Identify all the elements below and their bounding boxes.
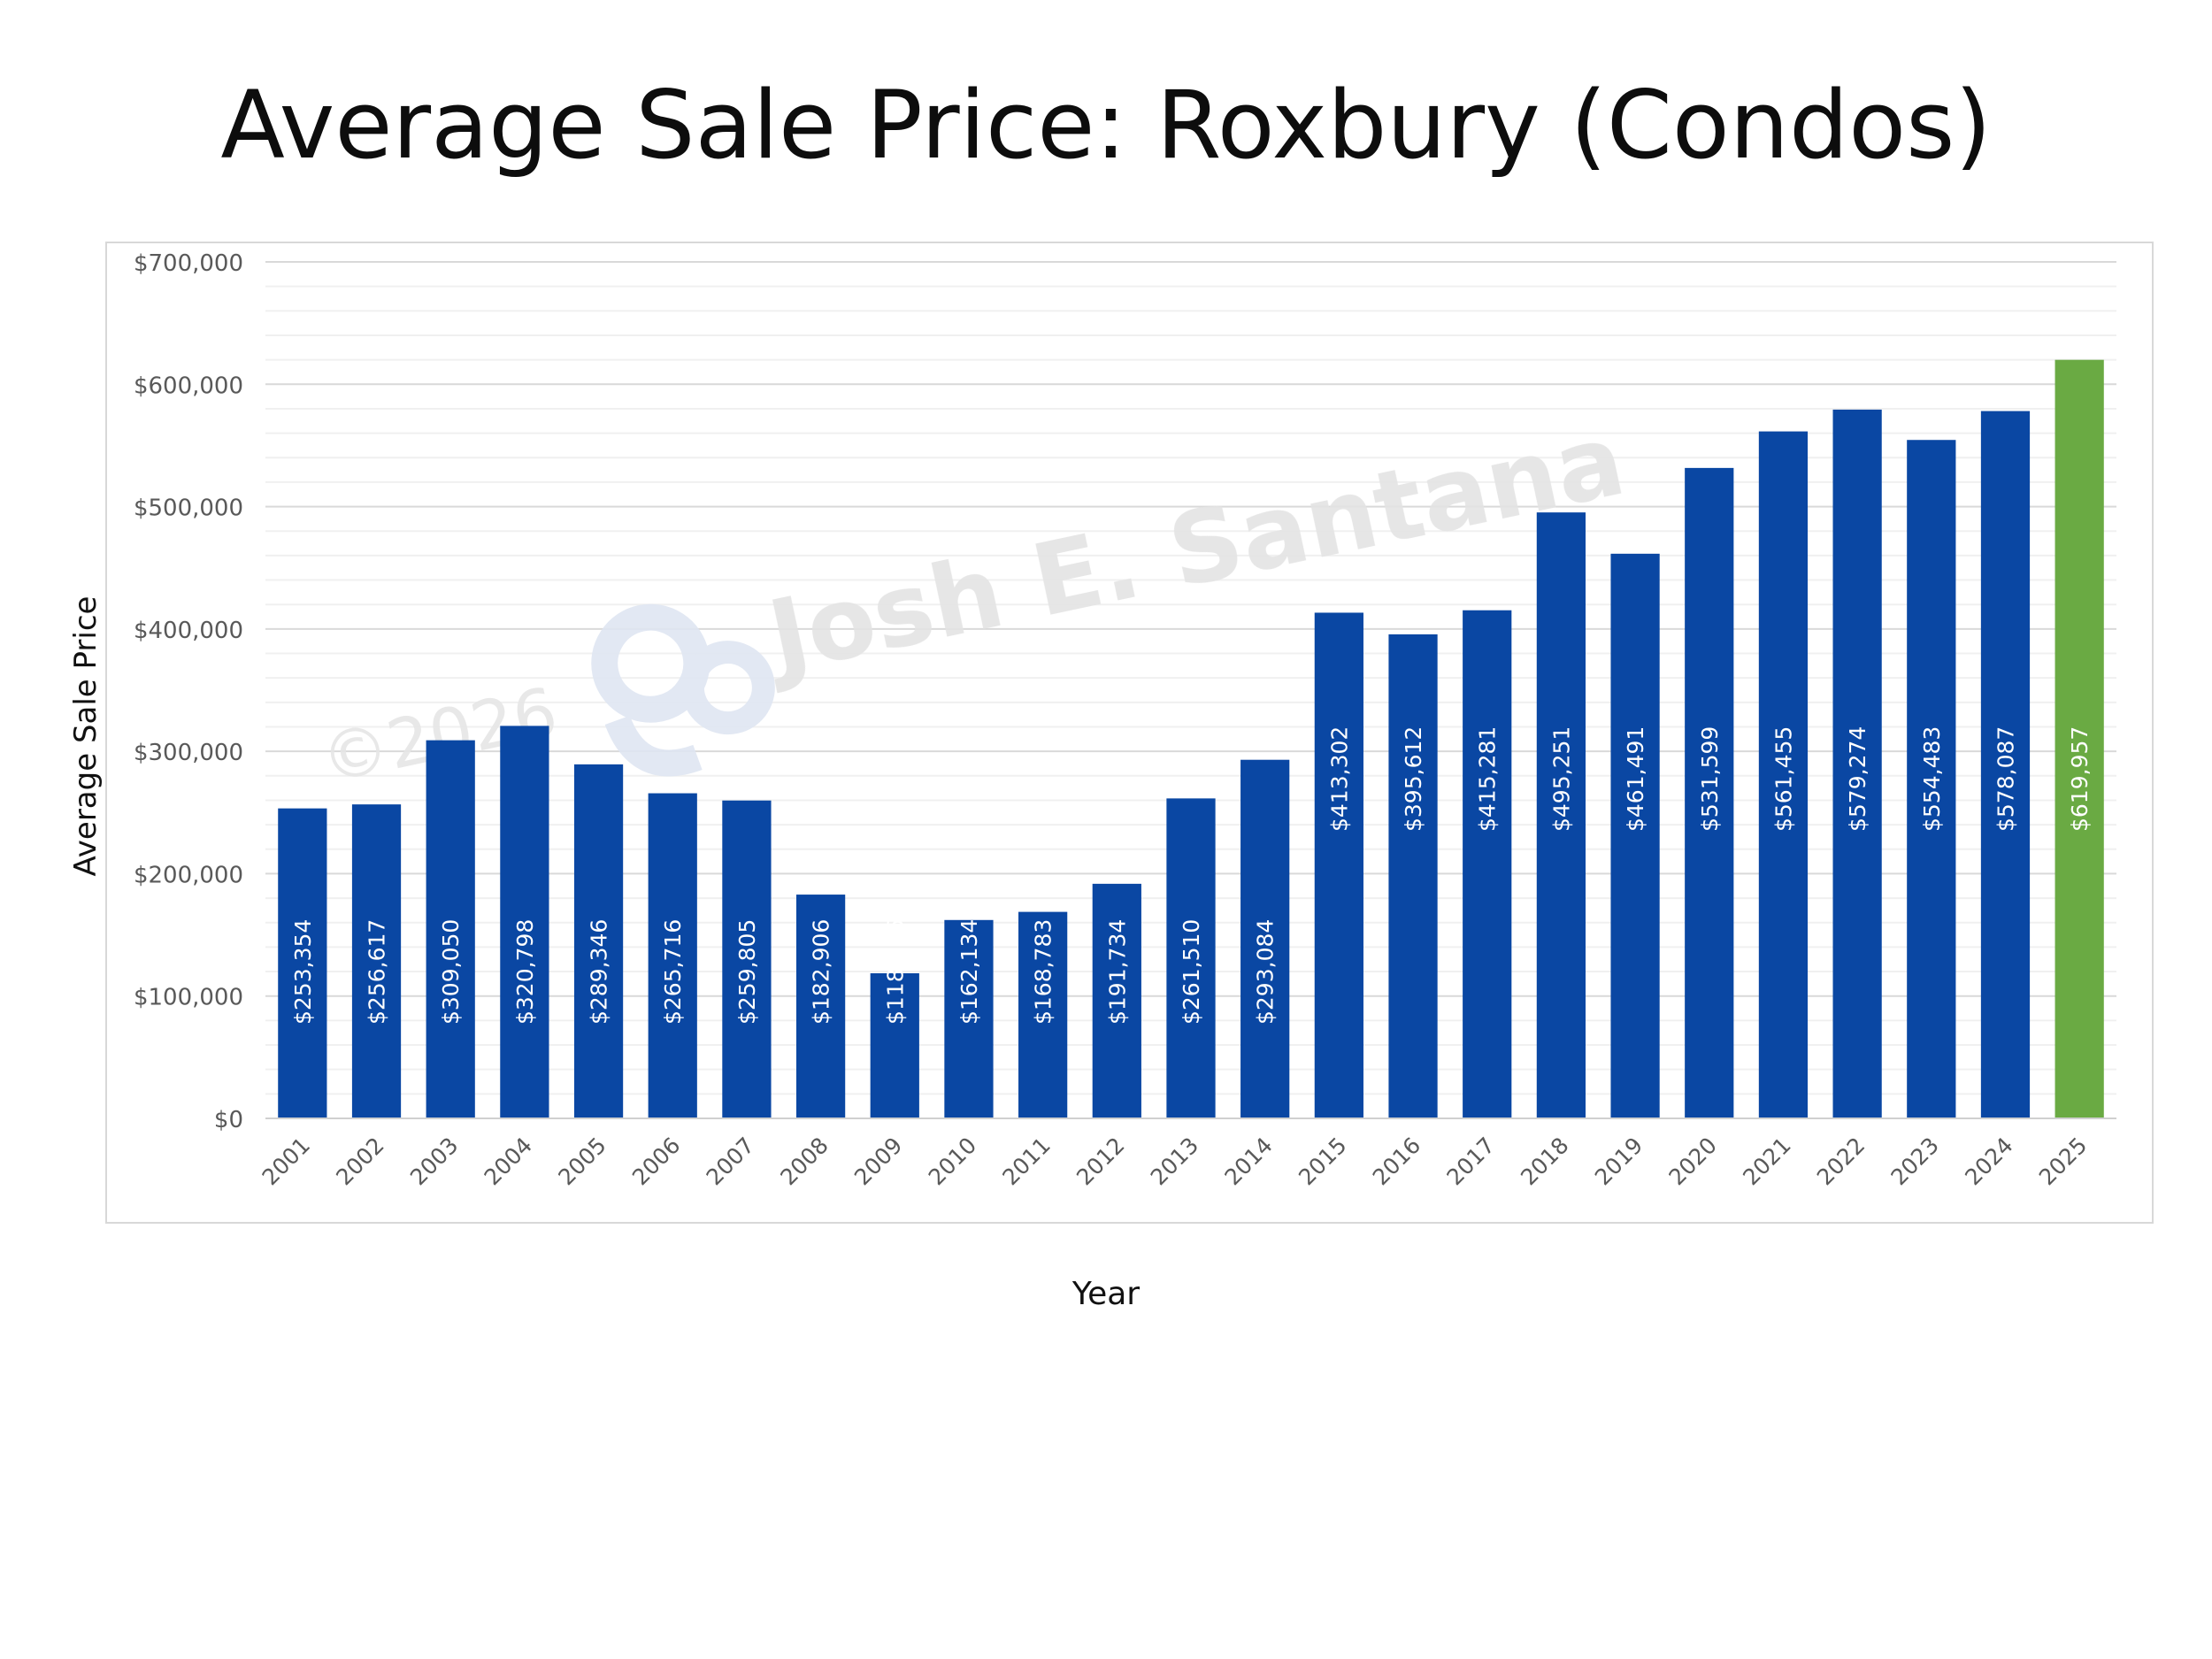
y-axis-ticks: $0 $100,000 $200,000 $300,000 $400,000 $500,0…: [134, 250, 243, 1133]
bar-value-label: $415,281: [1475, 726, 1501, 832]
bar-value-label: $579,274: [1845, 726, 1870, 832]
bar-value-label: $320,798: [512, 919, 538, 1025]
bar: [1166, 798, 1216, 1118]
y-axis-title: Average Sale Price: [68, 596, 104, 877]
bar-value-label: $531,599: [1697, 726, 1723, 832]
bar: [1388, 634, 1438, 1118]
bar: [1832, 409, 1882, 1119]
bar: [722, 800, 772, 1118]
bar-value-label: $265,716: [660, 919, 686, 1025]
bar-value-label: $289,346: [587, 919, 612, 1025]
bars: [278, 359, 2104, 1119]
bar-value-label: $168,783: [1031, 919, 1056, 1025]
bar-value-label: $261,510: [1179, 919, 1204, 1025]
bar: [648, 793, 697, 1118]
bar-value-label: $461,491: [1623, 726, 1648, 832]
bar: [1536, 512, 1586, 1118]
bar-value-label: $554,483: [1919, 726, 1945, 832]
y-tick-label: $700,000: [134, 250, 243, 277]
bar-value-label: $413,302: [1326, 726, 1352, 832]
bar: [1240, 759, 1290, 1118]
bar: [1758, 431, 1809, 1118]
bar: [278, 808, 327, 1118]
y-tick-label: $400,000: [134, 618, 243, 644]
bar: [426, 740, 475, 1118]
bar: [573, 764, 624, 1118]
bar-value-label: $309,050: [438, 919, 464, 1025]
bar: [1980, 411, 2031, 1118]
bar-value-label: $253,354: [290, 919, 316, 1025]
bar-value-label: $495,251: [1548, 726, 1574, 832]
bar: [870, 972, 919, 1118]
y-tick-label: $500,000: [134, 495, 243, 522]
bar-value-label: $619,957: [2067, 726, 2093, 832]
watermark-logo-icon: [591, 603, 775, 777]
bar: [1685, 467, 1734, 1118]
y-tick-label: $0: [214, 1107, 243, 1133]
chart-title: Average Sale Price: Roxbury (Condos): [220, 71, 1992, 180]
bar-value-label: $293,084: [1253, 919, 1279, 1025]
bar-value-label: $395,612: [1401, 726, 1426, 832]
bar: [1018, 911, 1068, 1118]
bar: [1314, 612, 1363, 1118]
bar: [1610, 553, 1660, 1118]
y-tick-label: $200,000: [134, 862, 243, 888]
bar: [1092, 883, 1141, 1118]
x-axis-title: Year: [1071, 1276, 1141, 1312]
bar: [2055, 359, 2104, 1118]
bar-value-label: $578,087: [1993, 726, 2018, 832]
bar-value-label: $561,455: [1770, 726, 1796, 832]
bar: [500, 726, 549, 1118]
bar-value-label: $182,906: [809, 919, 834, 1025]
bar-value-labels: $253,354 $256,617 $309,050 $320,798 $289,346…: [290, 726, 2093, 1025]
bar-value-label: $259,805: [734, 919, 760, 1025]
bar-value-label: $191,734: [1104, 919, 1130, 1025]
bar: [795, 895, 846, 1118]
bar-value-label: $118,616: [882, 919, 908, 1025]
bar: [944, 919, 994, 1118]
y-tick-label: $600,000: [134, 373, 243, 399]
y-tick-label: $100,000: [134, 985, 243, 1011]
bar-value-label: $256,617: [365, 919, 390, 1025]
bar: [1907, 440, 1956, 1118]
bar-value-label: $162,134: [956, 919, 982, 1025]
y-tick-label: $300,000: [134, 740, 243, 766]
bar: [1463, 610, 1512, 1118]
bar: [351, 804, 402, 1118]
